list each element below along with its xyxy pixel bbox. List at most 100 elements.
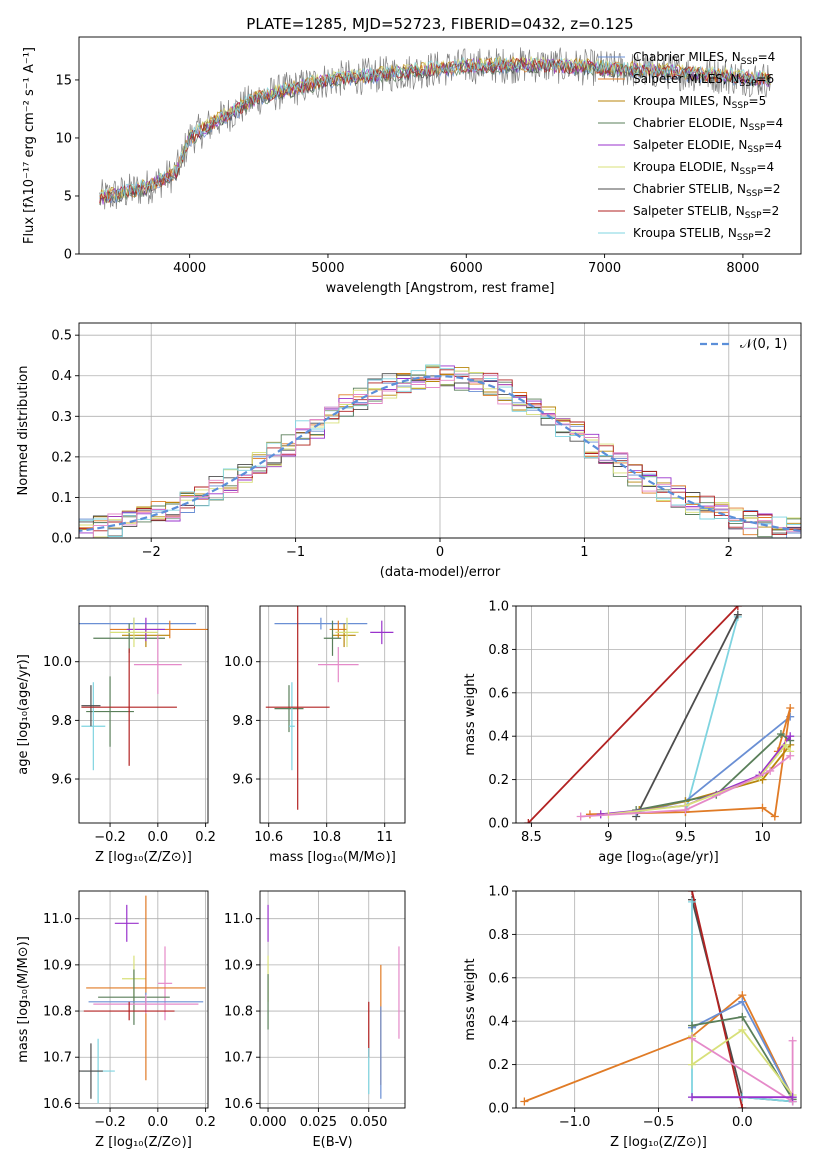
age_vs_mass-plot-area <box>265 606 394 810</box>
x-axis-label: age [log₁₀(age/yr)] <box>598 850 719 865</box>
x-tick-label: 6000 <box>450 261 483 276</box>
axes-frame <box>259 890 406 1109</box>
axes-frame <box>78 890 209 1109</box>
weight-marker <box>688 1093 697 1102</box>
y-tick-label: 0.2 <box>51 450 72 465</box>
x-axis-label: wavelength [Angstrom, rest frame] <box>326 281 555 296</box>
x-tick-label: 0 <box>436 545 444 560</box>
weight-marker <box>688 891 697 895</box>
x-tick-label: −0.2 <box>94 830 126 845</box>
axes-frame <box>78 605 209 824</box>
x-tick-label: −0.5 <box>643 1115 675 1130</box>
weight-marker <box>788 1093 797 1102</box>
gaussian-curve <box>79 375 801 533</box>
weight_vs_age-panel: 8.5 9 9.5 10 0.0 0.2 0.4 0.6 0.8 1.0 age [log₁₀(ag… <box>463 600 802 865</box>
y-tick-label: 0.4 <box>488 1015 509 1030</box>
spectrum-legend: Chabrier MILES, NSSP=4 Salpeter MILES, NS… <box>598 50 783 243</box>
y-tick-label: 10.8 <box>43 1005 72 1020</box>
weight-marker <box>770 812 779 821</box>
y-tick-label: 0.5 <box>51 329 72 344</box>
weight-marker <box>766 766 775 775</box>
y-tick-label: 0.4 <box>488 730 509 745</box>
y-tick-label: 10.7 <box>43 1051 72 1066</box>
weight-line <box>527 606 739 823</box>
x-axis-label: E(B-V) <box>312 1135 352 1150</box>
y-tick-label: 11.0 <box>224 912 253 927</box>
x-tick-label: −1 <box>286 545 305 560</box>
y-tick-label: 1.0 <box>488 600 509 615</box>
weight-line <box>580 754 791 818</box>
histogram-series <box>79 373 801 538</box>
legend-label: Kroupa MILES, NSSP=5 <box>633 94 766 111</box>
y-tick-label: 0.0 <box>488 817 509 832</box>
weight-marker <box>688 897 697 906</box>
weight-marker <box>758 803 767 812</box>
histogram-series <box>79 364 801 537</box>
weight-line <box>636 732 791 811</box>
spectrum-panel: 4000 5000 6000 7000 8000 0 5 10 15 wavelength [An… <box>22 36 802 296</box>
x-tick-label: 0.2 <box>195 830 216 845</box>
x-tick-label: 0.0 <box>732 1115 753 1130</box>
legend-label: Chabrier ELODIE, NSSP=4 <box>633 116 783 133</box>
model-spectrum-line <box>99 57 771 205</box>
x-tick-label: 10 <box>754 830 771 845</box>
y-tick-label: 5 <box>64 189 72 204</box>
y-axis-label: mass weight <box>463 673 478 755</box>
weight_vs_Z-panel: −1.0 −0.5 0.0 0.0 0.2 0.4 0.6 0.8 1.0 Z [log₁₀(Z/… <box>463 885 802 1150</box>
y-tick-label: 9.6 <box>232 773 253 788</box>
x-tick-label: 7000 <box>588 261 621 276</box>
axes-frame <box>515 605 802 824</box>
weight_vs_age-plot-area <box>524 606 795 823</box>
weight-line <box>524 993 794 1103</box>
weight-line <box>684 616 739 813</box>
legend-label: Salpeter MILES, NSSP=6 <box>633 72 774 89</box>
legend-label: Chabrier STELIB, NSSP=2 <box>633 182 781 199</box>
x-tick-label: 0.0 <box>147 1115 168 1130</box>
y-tick-label: 10 <box>55 131 72 146</box>
weight-marker <box>688 1060 697 1069</box>
y-tick-label: 10.6 <box>43 1097 72 1112</box>
weight_vs_Z-plot-area <box>520 891 797 1108</box>
x-axis-label: (data-model)/error <box>380 565 501 580</box>
legend-label: Chabrier MILES, NSSP=4 <box>633 50 775 67</box>
weight-marker <box>776 730 785 739</box>
y-tick-label: 0.8 <box>488 643 509 658</box>
residual_hist-plot-area <box>79 364 801 538</box>
x-tick-label: 1 <box>580 545 588 560</box>
mass_vs_Z-plot-area <box>79 895 206 1104</box>
y-axis-label: age [log₁₀(age/yr)] <box>16 654 31 775</box>
weight-marker <box>786 703 795 712</box>
y-tick-label: 0.0 <box>51 532 72 547</box>
y-tick-label: 0.2 <box>488 773 509 788</box>
y-tick-label: 9.6 <box>51 773 72 788</box>
y-tick-label: 10.9 <box>43 958 72 973</box>
mass_vs_Z-panel: −0.2 0.0 0.2 10.6 10.7 10.8 10.9 11.0 Z [log₁₀(Z… <box>16 890 216 1150</box>
legend-label: Kroupa STELIB, NSSP=2 <box>633 226 771 243</box>
y-tick-label: 10.0 <box>224 655 253 670</box>
legend-label: Salpeter STELIB, NSSP=2 <box>633 204 779 221</box>
y-tick-label: 11.0 <box>43 912 72 927</box>
y-axis-label: mass weight <box>463 958 478 1040</box>
y-axis-label: Normed distribution <box>16 366 31 496</box>
weight-marker <box>788 1036 797 1045</box>
x-tick-label: 9.5 <box>675 830 696 845</box>
weight-marker <box>576 812 585 821</box>
model-spectrum-line <box>99 56 771 203</box>
x-tick-label: 0.000 <box>249 1115 286 1130</box>
y-tick-label: 1.0 <box>488 885 509 900</box>
y-tick-label: 9.8 <box>232 714 253 729</box>
weight-marker <box>738 1012 747 1021</box>
y-tick-label: 10.7 <box>224 1051 253 1066</box>
y-tick-label: 0 <box>64 248 72 263</box>
weight-marker <box>733 606 742 610</box>
x-tick-label: −0.2 <box>94 1115 126 1130</box>
x-tick-label: 0.050 <box>350 1115 387 1130</box>
weight-line <box>691 891 744 1108</box>
weight-line <box>589 707 792 819</box>
y-tick-label: 10.8 <box>224 1005 253 1020</box>
weight-marker <box>781 740 790 749</box>
weight-marker <box>786 751 795 760</box>
spectrum-plot-area <box>99 47 771 210</box>
y-tick-label: 10.9 <box>224 958 253 973</box>
y-tick-label: 15 <box>55 73 72 88</box>
